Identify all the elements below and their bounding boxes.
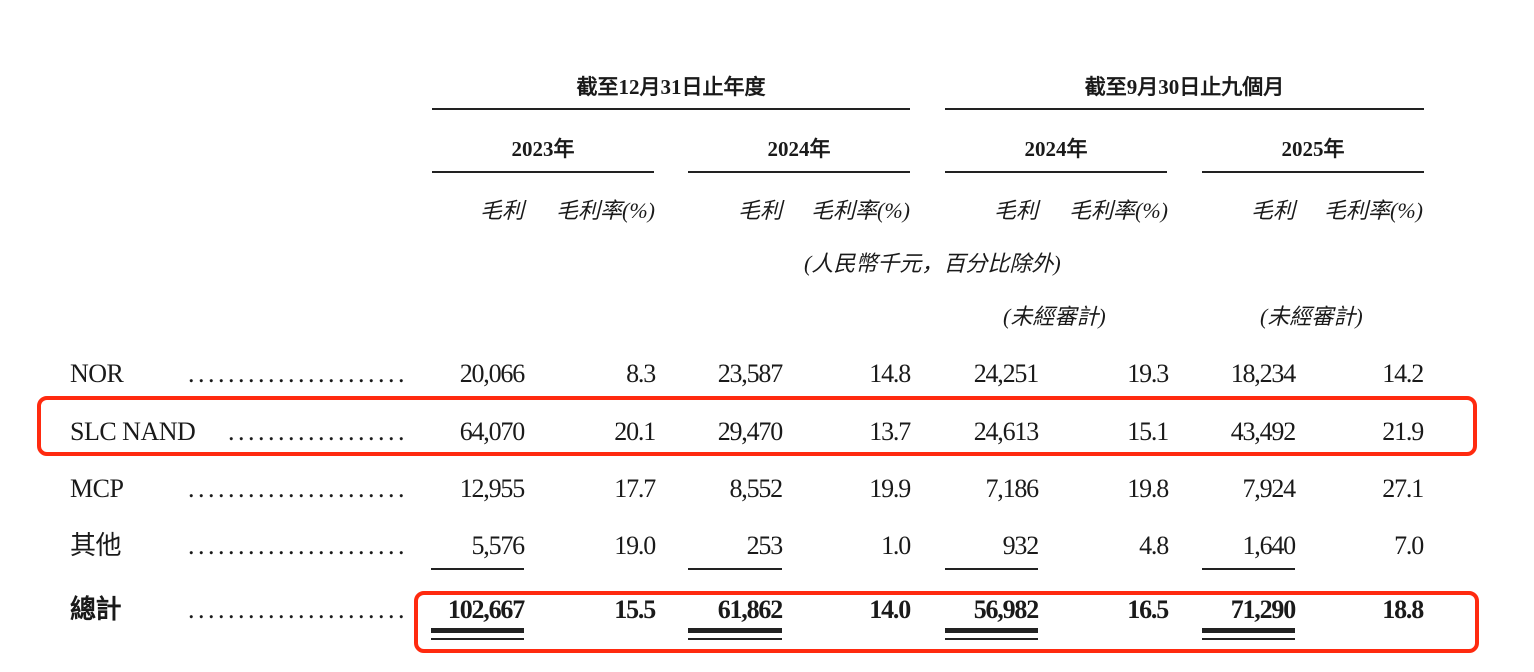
cell-value: 27.1 xyxy=(1382,474,1424,503)
column-header: 毛利 xyxy=(993,198,1038,223)
leader-dots: ...................... xyxy=(188,595,408,624)
highlight-box-slc-nand xyxy=(37,396,1477,456)
row-label: 其他 xyxy=(70,531,122,560)
total-double-rule-thick xyxy=(688,628,782,633)
year-rule xyxy=(1202,171,1424,173)
total-double-rule-thin xyxy=(945,638,1038,640)
total-double-rule-thick xyxy=(1202,628,1295,633)
period-rule xyxy=(945,108,1424,110)
cell-value: 29,470 xyxy=(717,417,784,446)
column-header: 毛利 xyxy=(1250,198,1295,223)
cell-value: 8.3 xyxy=(626,359,656,388)
subtotal-rule xyxy=(1202,568,1295,570)
subtotal-rule xyxy=(945,568,1038,570)
period-rule xyxy=(432,108,910,110)
period-header: 截至12月31日止年度 xyxy=(576,75,766,99)
cell-value: 18,234 xyxy=(1230,359,1297,388)
cell-value: 19.9 xyxy=(869,474,911,503)
highlight-box-total xyxy=(414,591,1479,653)
cell-value: 56,982 xyxy=(973,595,1040,624)
cell-value: 12,955 xyxy=(459,474,526,503)
year-rule xyxy=(432,171,654,173)
subtotal-rule xyxy=(431,568,524,570)
cell-value: 4.8 xyxy=(1139,531,1169,560)
cell-value: 14.2 xyxy=(1382,359,1424,388)
column-header: 毛利率(%) xyxy=(811,198,910,223)
cell-value: 102,667 xyxy=(447,595,525,624)
cell-value: 20,066 xyxy=(459,359,526,388)
cell-value: 15.1 xyxy=(1127,417,1169,446)
leader-dots: ...................... xyxy=(188,359,408,388)
cell-value: 253 xyxy=(746,531,784,560)
year-rule xyxy=(688,171,910,173)
unaudited-note: (未經審計) xyxy=(1003,304,1106,329)
cell-value: 8,552 xyxy=(729,474,783,503)
cell-value: 23,587 xyxy=(717,359,784,388)
year-header: 2023年 xyxy=(511,137,575,161)
cell-value: 7.0 xyxy=(1394,531,1424,560)
cell-value: 19.8 xyxy=(1127,474,1169,503)
cell-value: 61,862 xyxy=(717,595,784,624)
column-header: 毛利 xyxy=(737,198,782,223)
row-label: MCP xyxy=(70,474,124,503)
total-double-rule-thin xyxy=(431,638,524,640)
cell-value: 7,924 xyxy=(1242,474,1296,503)
cell-value: 64,070 xyxy=(459,417,526,446)
unaudited-note: (未經審計) xyxy=(1260,304,1363,329)
total-double-rule-thick xyxy=(431,628,524,633)
period-header: 截至9月30日止九個月 xyxy=(1084,75,1285,99)
row-label: SLC NAND xyxy=(70,417,196,446)
column-header: 毛利率(%) xyxy=(1069,198,1168,223)
cell-value: 13.7 xyxy=(869,417,911,446)
subtotal-rule xyxy=(688,568,782,570)
year-header: 2025年 xyxy=(1281,137,1345,161)
cell-value: 7,186 xyxy=(985,474,1039,503)
cell-value: 71,290 xyxy=(1230,595,1297,624)
year-rule xyxy=(945,171,1167,173)
total-double-rule-thin xyxy=(688,638,782,640)
cell-value: 932 xyxy=(1002,531,1040,560)
row-label: NOR xyxy=(70,359,124,388)
cell-value: 1.0 xyxy=(881,531,911,560)
cell-value: 20.1 xyxy=(614,417,656,446)
leader-dots: .................. xyxy=(228,417,408,446)
cell-value: 17.7 xyxy=(614,474,656,503)
total-double-rule-thick xyxy=(945,628,1038,633)
cell-value: 24,251 xyxy=(973,359,1040,388)
cell-value: 16.5 xyxy=(1127,595,1169,624)
cell-value: 19.3 xyxy=(1127,359,1169,388)
cell-value: 1,640 xyxy=(1242,531,1296,560)
total-double-rule-thin xyxy=(1202,638,1295,640)
cell-value: 19.0 xyxy=(614,531,656,560)
unit-note: (人民幣千元，百分比除外) xyxy=(804,251,1061,276)
leader-dots: ...................... xyxy=(188,474,408,503)
column-header: 毛利率(%) xyxy=(1324,198,1423,223)
year-header: 2024年 xyxy=(767,137,831,161)
year-header: 2024年 xyxy=(1024,137,1088,161)
row-label: 總計 xyxy=(70,595,122,624)
leader-dots: ...................... xyxy=(188,531,408,560)
cell-value: 5,576 xyxy=(471,531,525,560)
column-header: 毛利率(%) xyxy=(556,198,655,223)
column-header: 毛利 xyxy=(479,198,524,223)
cell-value: 21.9 xyxy=(1382,417,1424,446)
cell-value: 14.0 xyxy=(869,595,911,624)
cell-value: 15.5 xyxy=(614,595,656,624)
cell-value: 18.8 xyxy=(1382,595,1424,624)
cell-value: 43,492 xyxy=(1230,417,1297,446)
cell-value: 14.8 xyxy=(869,359,911,388)
cell-value: 24,613 xyxy=(973,417,1040,446)
